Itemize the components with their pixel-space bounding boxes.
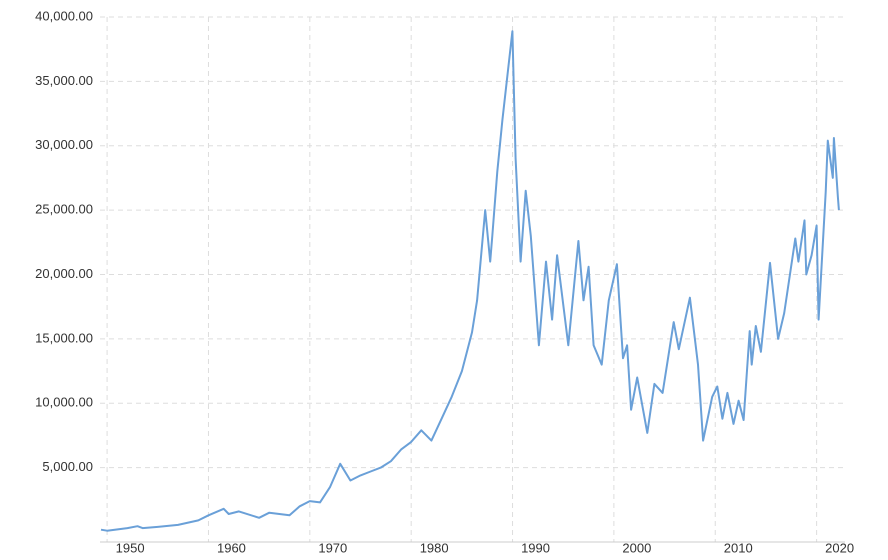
y-tick-label: 10,000.00 bbox=[35, 395, 93, 410]
y-tick-label: 40,000.00 bbox=[35, 8, 93, 23]
y-tick-label: 25,000.00 bbox=[35, 202, 93, 217]
x-tick-label: 2010 bbox=[724, 540, 753, 555]
x-tick-label: 1970 bbox=[318, 540, 347, 555]
y-tick-label: 30,000.00 bbox=[35, 137, 93, 152]
x-tick-label: 2020 bbox=[825, 540, 854, 555]
y-tick-label: 15,000.00 bbox=[35, 330, 93, 345]
x-tick-label: 1960 bbox=[217, 540, 246, 555]
y-tick-label: 35,000.00 bbox=[35, 73, 93, 88]
x-tick-label: 1950 bbox=[116, 540, 145, 555]
data-line bbox=[100, 30, 840, 532]
x-tick-label: 2000 bbox=[622, 540, 651, 555]
y-tick-label: 5,000.00 bbox=[42, 459, 93, 474]
y-tick-label: 20,000.00 bbox=[35, 266, 93, 281]
x-tick-label: 1980 bbox=[420, 540, 449, 555]
x-tick-label: 1990 bbox=[521, 540, 550, 555]
